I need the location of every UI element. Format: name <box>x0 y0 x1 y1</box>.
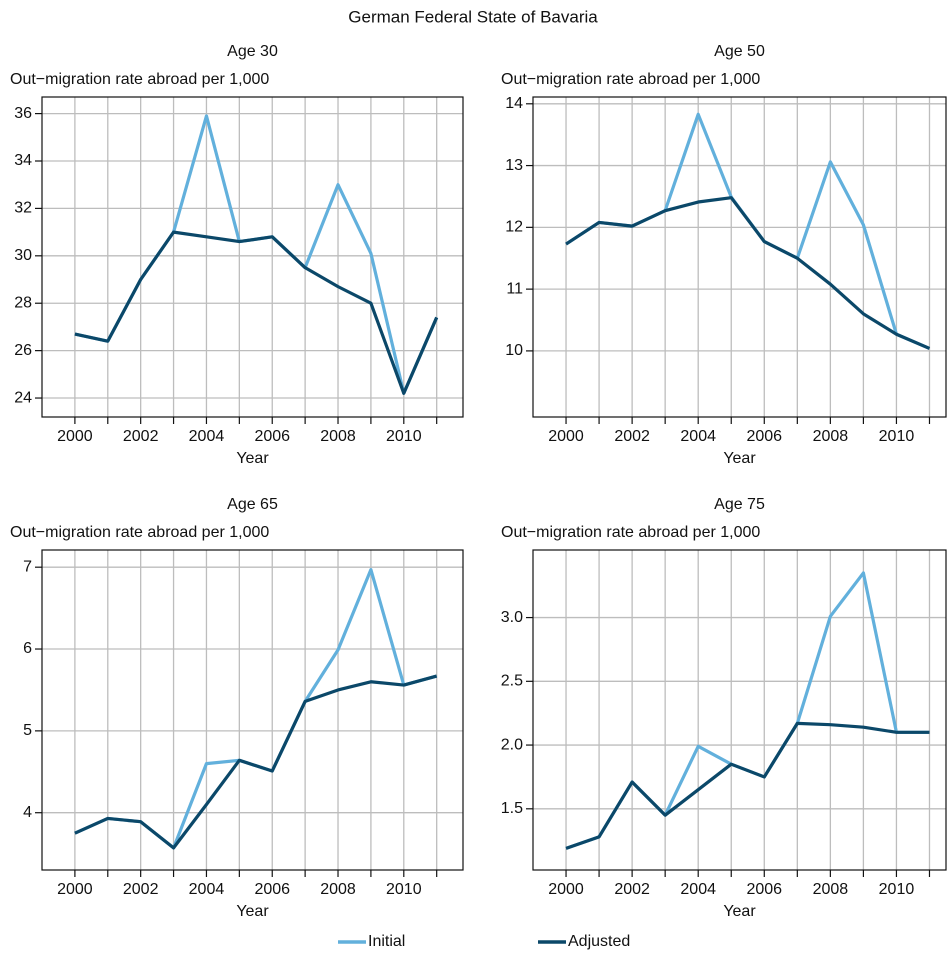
y-axis-label: Out−migration rate abroad per 1,000 <box>501 71 760 88</box>
series-line <box>74 568 438 850</box>
x-tick-label: 2000 <box>548 881 584 898</box>
series-line <box>565 112 931 350</box>
x-tick-label: 2008 <box>813 428 849 445</box>
x-tick-label: 2002 <box>614 428 650 445</box>
y-tick-label: 28 <box>14 294 32 311</box>
y-axis-label: Out−migration rate abroad per 1,000 <box>10 524 269 541</box>
series-line <box>74 230 439 395</box>
x-tick-label: 2008 <box>320 881 356 898</box>
panel-title: Age 65 <box>227 496 278 513</box>
legend-label: Initial <box>368 933 405 950</box>
legend-label: Adjusted <box>568 933 630 950</box>
panel-title: Age 30 <box>227 43 278 60</box>
y-tick-label: 13 <box>505 157 523 174</box>
x-tick-label: 2002 <box>614 881 650 898</box>
x-tick-label: 2010 <box>386 881 422 898</box>
y-tick-label: 30 <box>14 247 32 264</box>
y-axis-label: Out−migration rate abroad per 1,000 <box>10 71 269 88</box>
y-tick-label: 6 <box>23 640 32 657</box>
x-tick-label: 2008 <box>813 881 849 898</box>
y-tick-label: 11 <box>506 280 523 297</box>
y-tick-label: 3.0 <box>501 609 523 626</box>
x-tick-label: 2006 <box>746 881 782 898</box>
series-line <box>565 196 931 350</box>
y-tick-label: 2.5 <box>501 673 523 690</box>
x-tick-label: 2004 <box>680 428 716 445</box>
figure-title: German Federal State of Bavaria <box>348 7 598 26</box>
y-tick-label: 24 <box>14 389 32 406</box>
series-line <box>565 571 930 850</box>
x-tick-label: 2006 <box>254 881 290 898</box>
x-tick-label: 2008 <box>320 428 356 445</box>
x-tick-label: 2010 <box>879 881 915 898</box>
panel-title: Age 75 <box>714 496 765 513</box>
plot-frame <box>41 549 464 871</box>
x-axis-label: Year <box>723 450 756 467</box>
x-tick-label: 2010 <box>386 428 422 445</box>
x-tick-label: 2000 <box>57 428 93 445</box>
panel-title: Age 50 <box>714 43 765 60</box>
y-tick-label: 4 <box>23 804 32 821</box>
y-tick-label: 26 <box>14 342 32 359</box>
y-tick-label: 7 <box>23 558 32 575</box>
series-line <box>74 114 439 395</box>
x-tick-label: 2002 <box>123 881 159 898</box>
x-tick-label: 2006 <box>746 428 782 445</box>
x-tick-label: 2004 <box>189 881 225 898</box>
plot-frame <box>41 96 464 418</box>
y-tick-label: 34 <box>14 152 32 169</box>
x-tick-label: 2004 <box>680 881 716 898</box>
y-tick-label: 2.0 <box>501 736 523 753</box>
x-tick-label: 2000 <box>57 881 93 898</box>
plot-frame <box>532 549 947 871</box>
y-tick-label: 10 <box>505 342 523 359</box>
x-tick-label: 2006 <box>254 428 290 445</box>
series-line <box>565 721 930 850</box>
x-axis-label: Year <box>723 903 756 920</box>
x-axis-label: Year <box>236 903 269 920</box>
x-tick-label: 2004 <box>189 428 225 445</box>
y-tick-label: 36 <box>14 105 32 122</box>
y-tick-label: 1.5 <box>501 800 523 817</box>
plot-frame <box>532 96 947 418</box>
x-tick-label: 2002 <box>123 428 159 445</box>
x-tick-label: 2000 <box>548 428 584 445</box>
y-tick-label: 5 <box>23 722 32 739</box>
series-line <box>74 674 438 850</box>
x-axis-label: Year <box>236 450 269 467</box>
x-tick-label: 2010 <box>879 428 915 445</box>
y-tick-label: 14 <box>505 95 523 112</box>
y-tick-label: 32 <box>14 200 32 217</box>
y-axis-label: Out−migration rate abroad per 1,000 <box>501 524 760 541</box>
y-tick-label: 12 <box>505 219 523 236</box>
